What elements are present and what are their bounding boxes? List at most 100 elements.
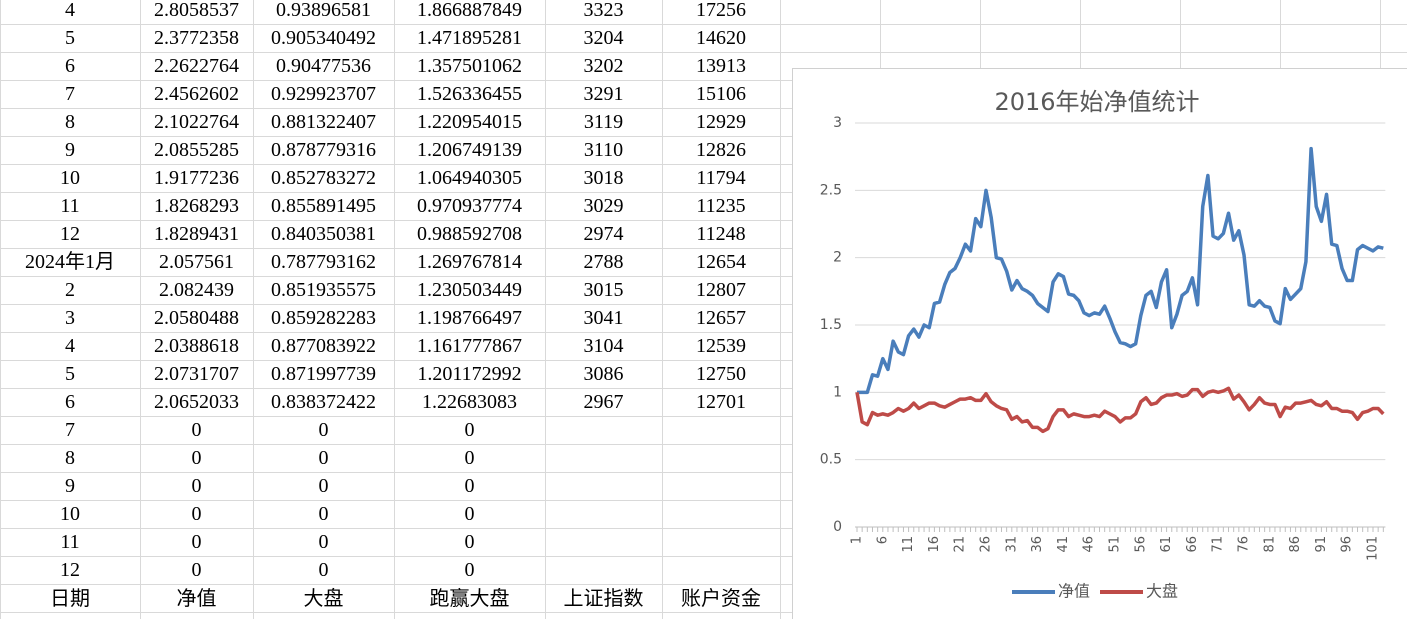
cell[interactable]: 账户资金 [681,586,761,610]
cell[interactable]: 13913 [696,55,746,77]
cell[interactable]: 0.859282283 [271,307,376,329]
cell[interactable]: 8 [65,447,75,469]
cell[interactable]: 0.988592708 [417,223,522,245]
cell[interactable]: 1.064940305 [417,167,522,189]
cell[interactable]: 0.877083922 [271,335,376,357]
cell[interactable]: 3029 [583,195,624,217]
cell[interactable]: 0 [318,503,329,525]
cell[interactable]: 0.855891495 [271,195,376,217]
cell[interactable]: 1.220954015 [417,111,522,133]
cell[interactable]: 12657 [696,307,746,329]
cell[interactable]: 跑赢大盘 [429,586,510,610]
cell[interactable]: 2.1022764 [154,111,239,133]
cell[interactable]: 2.0652033 [154,391,239,413]
cell[interactable]: 0.970937774 [417,195,522,217]
cell[interactable]: 5 [65,27,75,49]
cell[interactable]: 12 [60,559,80,581]
cell[interactable]: 4 [65,0,75,21]
cell[interactable]: 0 [464,531,475,553]
cell[interactable]: 0 [318,475,329,497]
cell[interactable]: 0 [464,475,475,497]
cell[interactable]: 10 [60,503,80,525]
cell[interactable]: 0.929923707 [271,83,376,105]
cell[interactable]: 3018 [583,167,624,189]
cell[interactable]: 净值 [176,586,217,610]
cell[interactable]: 4 [65,335,75,357]
cell[interactable]: 2974 [583,223,624,245]
cell[interactable]: 2967 [583,391,624,413]
cell[interactable]: 1.198766497 [417,307,522,329]
cell[interactable]: 0 [191,475,202,497]
cell[interactable]: 1.357501062 [417,55,522,77]
cell[interactable]: 1.8289431 [154,223,239,245]
cell[interactable]: 0.838372422 [271,391,376,413]
cell[interactable]: 1.526336455 [417,83,522,105]
cell[interactable]: 2.0731707 [154,363,239,385]
cell[interactable]: 5 [65,363,75,385]
cell[interactable]: 0.90477536 [276,55,371,77]
cell[interactable]: 1.866887849 [417,0,522,21]
cell[interactable]: 3291 [583,83,624,105]
cell[interactable]: 2.8058537 [154,0,239,21]
cell[interactable]: 12539 [696,335,746,357]
cell[interactable]: 9 [65,139,75,161]
cell[interactable]: 0 [464,559,475,581]
cell[interactable]: 0 [191,503,202,525]
cell[interactable]: 1.22683083 [422,391,517,413]
cell[interactable]: 11 [60,531,80,553]
cell[interactable]: 1.201172992 [417,363,522,385]
cell[interactable]: 6 [65,55,75,77]
cell[interactable]: 3015 [583,279,624,301]
cell[interactable]: 0.851935575 [271,279,376,301]
cell[interactable]: 11 [60,195,80,217]
cell[interactable]: 2 [65,279,75,301]
cell[interactable]: 2.0388618 [154,335,239,357]
cell[interactable]: 1.161777867 [417,335,522,357]
cell[interactable]: 3119 [583,111,624,133]
cell[interactable]: 1.471895281 [417,27,522,49]
cell[interactable]: 17256 [696,0,746,21]
cell[interactable]: 0.787793162 [271,251,376,273]
cell[interactable]: 0 [318,419,329,441]
cell[interactable]: 3 [65,307,75,329]
cell[interactable]: 12 [60,223,80,245]
cell[interactable]: 3104 [583,335,624,357]
cell[interactable]: 2024年1月 [25,251,115,273]
cell[interactable]: 3323 [583,0,624,21]
cell[interactable]: 12750 [696,363,746,385]
cell[interactable]: 3202 [583,55,624,77]
cell[interactable]: 1.269767814 [417,251,522,273]
cell[interactable]: 0.905340492 [271,27,376,49]
cell[interactable]: 1.8268293 [154,195,239,217]
cell[interactable]: 0.840350381 [271,223,376,245]
cell[interactable]: 15106 [696,83,746,105]
cell[interactable]: 日期 [50,586,90,610]
cell[interactable]: 11248 [696,223,746,245]
cell[interactable]: 7 [65,419,75,441]
cell[interactable]: 3086 [583,363,624,385]
cell[interactable]: 大盘 [303,586,344,610]
cell[interactable]: 0.871997739 [271,363,376,385]
cell[interactable]: 9 [65,475,75,497]
cell[interactable]: 3110 [583,139,624,161]
cell[interactable]: 1.230503449 [417,279,522,301]
cell[interactable]: 2.3772358 [154,27,239,49]
cell[interactable]: 0 [464,503,475,525]
cell[interactable]: 3041 [583,307,624,329]
cell[interactable]: 0 [464,419,475,441]
cell[interactable]: 0 [318,447,329,469]
cell[interactable]: 2.4562602 [154,83,239,105]
cell[interactable]: 0 [318,531,329,553]
cell[interactable]: 上证指数 [563,586,644,610]
cell[interactable]: 0.852783272 [271,167,376,189]
cell[interactable]: 10 [60,167,80,189]
cell[interactable]: 2.0855285 [154,139,239,161]
cell[interactable]: 0 [191,559,202,581]
cell[interactable]: 0 [191,531,202,553]
cell[interactable]: 0 [464,447,475,469]
cell[interactable]: 12701 [696,391,746,413]
cell[interactable]: 2.0580488 [154,307,239,329]
cell[interactable]: 2788 [583,251,624,273]
cell[interactable]: 6 [65,391,75,413]
cell[interactable]: 7 [65,83,75,105]
